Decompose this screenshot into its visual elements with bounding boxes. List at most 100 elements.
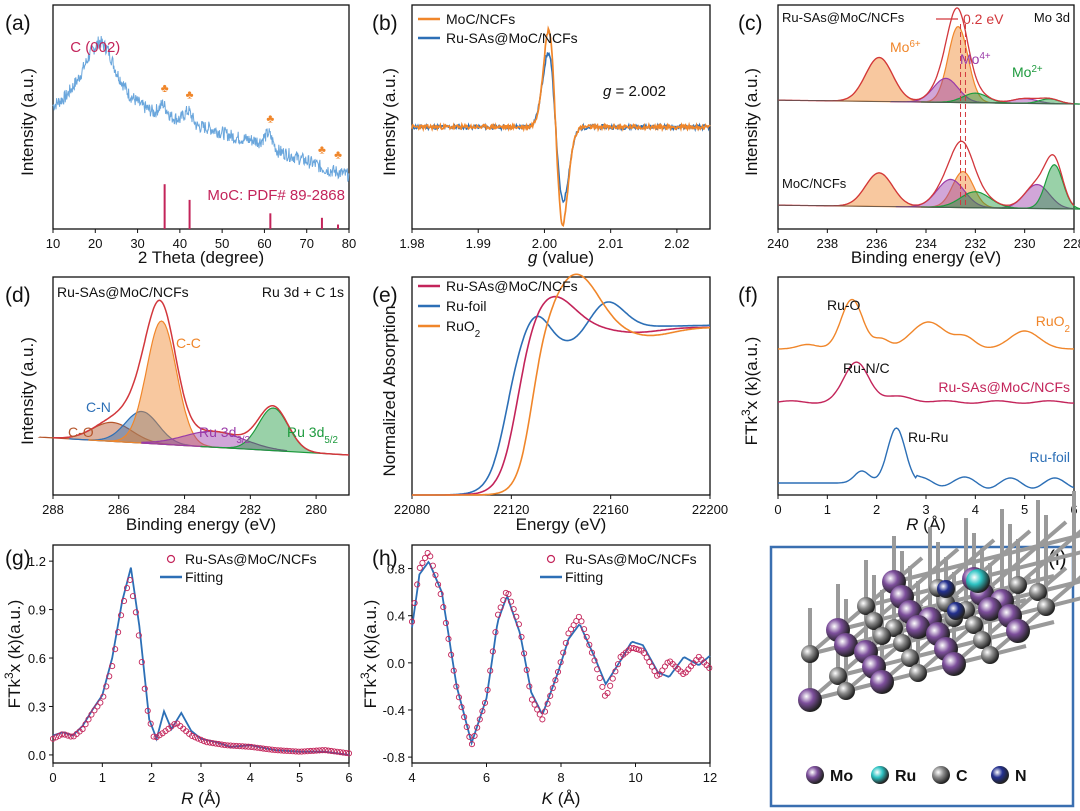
panel-b-tick-label: 2.01 xyxy=(598,236,623,251)
label-part: RuO xyxy=(446,318,475,334)
panel-h-tick-label: 8 xyxy=(557,770,564,785)
panel-g-data-point xyxy=(61,731,68,738)
panel-h-data-point xyxy=(706,664,713,671)
label-part: 2 xyxy=(475,329,480,340)
panel-h-data-point xyxy=(648,663,655,670)
panel-h-data-point xyxy=(596,675,603,682)
bond xyxy=(928,547,960,575)
panel-f-ruo-label: Ru-O xyxy=(827,297,861,313)
panel-a-tick-label: 80 xyxy=(342,236,356,251)
panel-g-data-point xyxy=(200,738,208,745)
panel-g-data-point xyxy=(251,744,258,751)
panel-h-data-point xyxy=(575,613,582,620)
panel-h-data-point xyxy=(609,675,616,682)
panel-c-top-baseline xyxy=(777,99,1075,105)
panel-g-data-point xyxy=(263,745,270,752)
c-atom xyxy=(981,646,999,664)
panel-h-legend-marker xyxy=(546,554,556,564)
panel-d-xlabel: Binding energy (eV) xyxy=(126,515,276,534)
panel-g-data-point xyxy=(97,699,104,706)
panel-h-data-point xyxy=(458,704,465,711)
panel-g-data-point xyxy=(301,748,308,755)
panel-g-data-point xyxy=(67,733,74,740)
panel-g-data-point xyxy=(268,746,276,753)
panel-h-data-point xyxy=(453,683,460,690)
panel-h-fit-line xyxy=(411,560,711,747)
c-atom xyxy=(837,682,855,700)
panel-b-tick-label: 1.99 xyxy=(466,236,491,251)
panel-g-data-point xyxy=(52,734,60,741)
panel-a-moc-marker: ♣ xyxy=(318,143,326,157)
panel-c-tick-label: 228 xyxy=(1063,236,1080,251)
panel-g-legend-label: Ru-SAs@MoC/NCFs xyxy=(185,551,317,567)
panel-a-moc-marker: ♣ xyxy=(161,81,169,95)
panel-h-data-point xyxy=(562,639,569,647)
panel-h-data-point xyxy=(411,599,418,607)
panel-h-ytick-label: 0.0 xyxy=(387,656,405,671)
bond xyxy=(929,562,967,575)
panel-h-tick-label: 12 xyxy=(703,770,717,785)
panel-f-xlabel: R (Å) xyxy=(906,515,946,534)
mo-atom xyxy=(1006,619,1030,643)
label-part: Mo xyxy=(1012,64,1032,80)
panel-c-letter: (c) xyxy=(738,12,763,35)
panel-g-data-point xyxy=(280,747,287,754)
panel-c-bottom-peak-Mo2plus xyxy=(920,191,1031,210)
panel-g-data-point xyxy=(328,747,335,755)
panel-i-legend-label: N xyxy=(1015,768,1027,785)
mo-atom xyxy=(942,652,966,676)
panel-c-tick-label: 236 xyxy=(866,236,888,251)
panel-g-data-point xyxy=(209,740,216,747)
panel-d-tick-label: 282 xyxy=(239,502,261,517)
panel-g-data-point xyxy=(319,747,326,754)
label-part: (value) xyxy=(537,248,594,267)
panel-h-data-point xyxy=(560,649,567,656)
panel-g-data-point xyxy=(144,707,151,714)
panel-c-mo2-label: Mo2+ xyxy=(1012,64,1043,81)
panel-g-fit-line xyxy=(52,567,350,756)
panel-g-data-point xyxy=(289,748,296,755)
bond xyxy=(1009,559,1047,572)
panel-h-tick-label: 6 xyxy=(483,770,490,785)
panel-a-moc-marker: ♣ xyxy=(266,111,274,125)
panel-a-xlabel: 2 Theta (degree) xyxy=(138,248,264,267)
panel-h-legend-label: Ru-SAs@MoC/NCFs xyxy=(565,551,697,567)
c-atom xyxy=(1009,576,1027,594)
panel-g-data-point xyxy=(150,733,157,740)
panel-h-data-point xyxy=(408,618,416,625)
panel-f-tick-label: 4 xyxy=(972,502,979,517)
c-atom xyxy=(973,631,991,649)
label-part: RuO xyxy=(1036,313,1065,329)
c-atom xyxy=(857,597,875,615)
panel-c-mo4-label: Mo4+ xyxy=(960,51,991,68)
panel-h-data-point xyxy=(646,659,653,666)
panel-i-legend-marker xyxy=(806,766,824,784)
bond xyxy=(964,538,996,566)
panel-a-ylabel: Intensity (a.u.) xyxy=(18,68,37,176)
n-atom xyxy=(937,580,955,598)
panel-h-data-point xyxy=(510,606,517,613)
panel-h-data-point xyxy=(536,711,543,718)
panel-h-data-point xyxy=(539,716,546,723)
panel-d-ylabel: Intensity (a.u.) xyxy=(18,337,37,445)
panel-e-legend-label: RuO2 xyxy=(446,318,480,340)
panel-h-data-point xyxy=(448,651,455,658)
c-atom xyxy=(893,634,911,652)
label-part: 2+ xyxy=(1031,64,1042,75)
panel-g-data-point xyxy=(313,747,320,754)
panel-d-tick-label: 280 xyxy=(305,502,327,517)
panel-g-data-point xyxy=(274,747,282,754)
mo-atom xyxy=(834,633,858,657)
panel-a-tick-label: 40 xyxy=(173,236,187,251)
panel-g-data-point xyxy=(206,739,213,746)
panel-g-letter: (g) xyxy=(5,547,31,570)
panel-a-xrd-line xyxy=(52,35,350,182)
panel-g-data-point xyxy=(248,743,255,751)
panel-h-tick-label: 10 xyxy=(628,770,642,785)
panel-g-data-point xyxy=(58,731,65,738)
panel-g-data-point xyxy=(49,735,57,742)
label-part: Ru 3d xyxy=(199,424,236,440)
panel-g-tick-label: 0 xyxy=(49,770,56,785)
panel-g-legend-marker xyxy=(166,554,176,564)
panel-h-data-point xyxy=(604,689,611,697)
